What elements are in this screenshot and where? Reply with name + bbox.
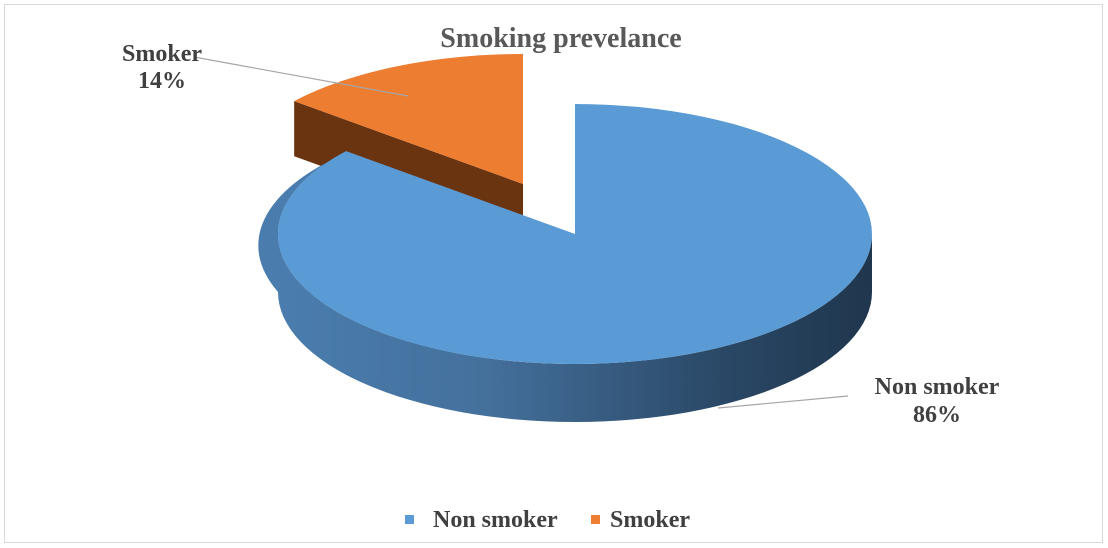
legend-label-smoker: Smoker	[610, 507, 690, 533]
non-smoker-slice	[277, 104, 872, 364]
chart-title: Smoking prevelance	[440, 23, 681, 54]
non-smoker-slice-side	[278, 234, 872, 422]
legend-label-non-smoker: Non smoker	[433, 507, 558, 533]
smoker-name-label: Smoker	[122, 41, 202, 67]
smoker-percent-label: 14%	[138, 68, 186, 94]
smoker-slice	[294, 53, 523, 184]
smoker-leader-line	[193, 56, 409, 97]
non-smoker-leader-line	[717, 395, 849, 409]
non-smoker-name-label: Non smoker	[875, 374, 1000, 400]
pie-slices	[258, 53, 872, 422]
non-smoker-percent-label: 86%	[913, 402, 961, 428]
non-smoker-slice-side-left	[258, 151, 347, 292]
legend: Non smoker Smoker	[405, 507, 690, 533]
legend-swatch-smoker	[591, 515, 600, 524]
legend-swatch-non-smoker	[405, 515, 414, 524]
